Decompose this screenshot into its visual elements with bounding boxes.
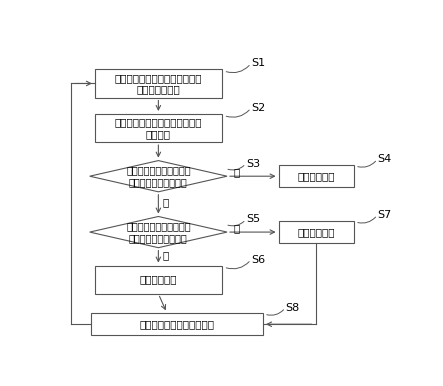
Bar xyxy=(279,221,354,243)
Text: S1: S1 xyxy=(251,58,265,68)
Bar xyxy=(95,266,222,294)
Text: 是: 是 xyxy=(233,223,240,233)
Text: 否: 否 xyxy=(233,168,240,177)
Polygon shape xyxy=(89,217,227,248)
Polygon shape xyxy=(89,161,227,192)
Bar xyxy=(95,69,222,98)
Text: 触发第一事件: 触发第一事件 xyxy=(298,171,335,181)
Text: S8: S8 xyxy=(285,303,299,313)
Text: 判断第二事件触发时间内
是否有第三次触摸动作: 判断第二事件触发时间内 是否有第三次触摸动作 xyxy=(126,221,190,243)
Text: 迭代更新第一时间触发时间: 迭代更新第一时间触发时间 xyxy=(140,319,215,329)
Text: 触发第三事件: 触发第三事件 xyxy=(298,227,335,237)
Text: 触发第二事件: 触发第二事件 xyxy=(140,274,177,284)
Text: 判断第一事件触发时间内
是否有第二次触摸动作: 判断第一事件触发时间内 是否有第二次触摸动作 xyxy=(126,166,190,187)
Text: 实时监听触摸动作，并获取第一
触发时刻: 实时监听触摸动作，并获取第一 触发时刻 xyxy=(115,117,202,139)
Text: S5: S5 xyxy=(246,215,260,224)
Bar xyxy=(91,313,263,335)
Text: 是: 是 xyxy=(163,198,169,208)
Bar xyxy=(279,165,354,187)
Text: 对蓝牙耳机进行初始化，获取第
一事件触发时间: 对蓝牙耳机进行初始化，获取第 一事件触发时间 xyxy=(115,73,202,94)
Bar xyxy=(95,114,222,142)
Text: S3: S3 xyxy=(246,159,260,169)
Text: S7: S7 xyxy=(377,210,392,220)
Text: 否: 否 xyxy=(163,250,169,260)
Text: S2: S2 xyxy=(251,103,265,113)
Text: S6: S6 xyxy=(251,255,265,264)
Text: S4: S4 xyxy=(377,154,392,164)
